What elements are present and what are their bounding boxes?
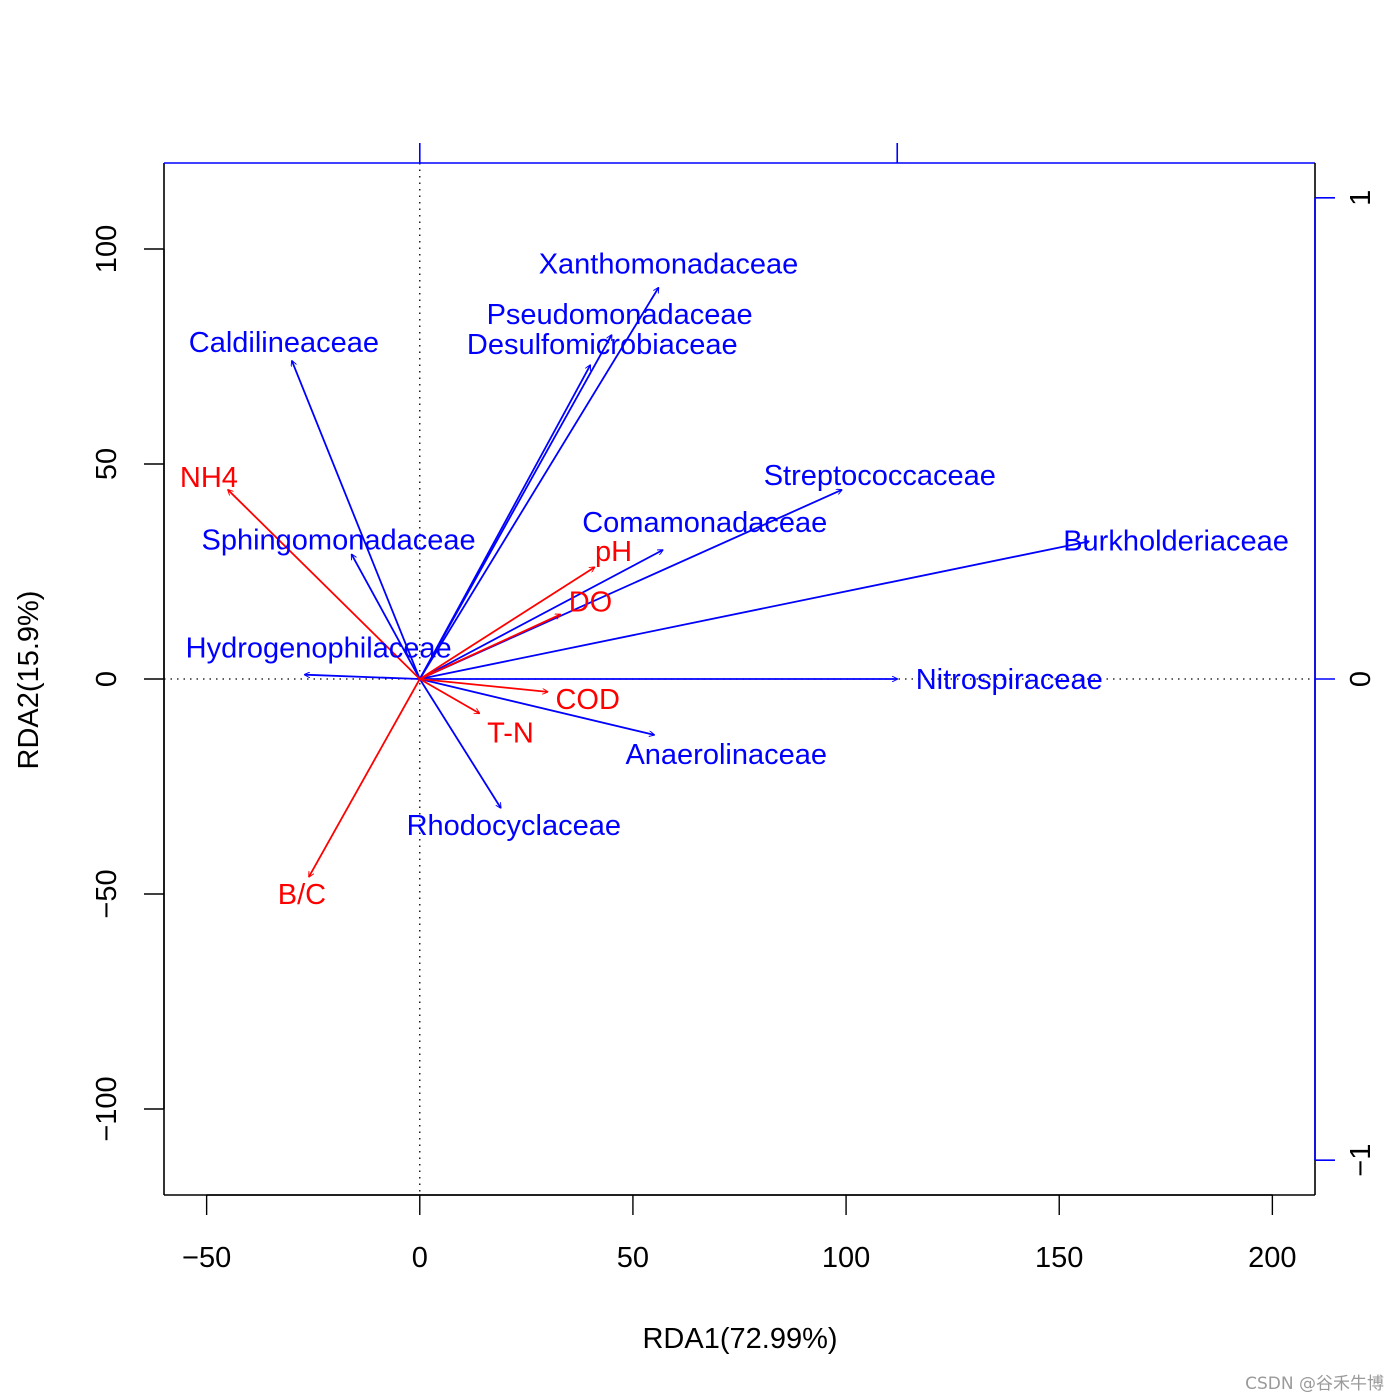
env-arrow-cod	[419, 678, 548, 692]
arrow-labels: Xanthomonadaceae PseudomonadaceaeDesulfom…	[180, 249, 1289, 911]
env-arrow-b-c	[309, 678, 421, 877]
species-label-pseudomonadaceae: Pseudomonadaceae	[487, 299, 753, 331]
species-label-desulfomicrobiaceae: Desulfomicrobiaceae	[467, 329, 738, 361]
env-arrow-do	[419, 615, 561, 680]
species-label-streptococcaceae: Streptococcaceae	[764, 460, 996, 492]
species-label-xanthomonadaceae: Xanthomonadaceae	[539, 249, 799, 281]
species-arrow-sphingomonadaceae	[352, 554, 421, 680]
right-tick-label: 0	[1345, 671, 1377, 687]
x-tick-label: 0	[412, 1242, 428, 1274]
species-arrow-rhodocyclaceae	[419, 678, 501, 808]
species-arrow-xanthomonadaceae	[419, 288, 659, 680]
env-label-nh4: NH4	[180, 462, 238, 494]
species-label-caldilineaceae: Caldilineaceae	[189, 327, 379, 359]
right-tick-label: 1	[1345, 190, 1377, 206]
species-label-comamonadaceae: Comamonadaceae	[582, 507, 827, 539]
y-tick-label: 50	[91, 448, 123, 480]
y-tick-label: 0	[91, 671, 123, 687]
env-arrow-t-n	[419, 678, 480, 713]
watermark: CSDN @谷禾牛博	[1245, 1374, 1384, 1394]
x-tick-label: 50	[617, 1242, 649, 1274]
species-arrow-hydrogenophilaceae	[305, 675, 420, 680]
y-tick-label: −100	[91, 1076, 123, 1141]
species-label-nitrospiraceae: Nitrospiraceae	[916, 664, 1103, 696]
y-axis-title: RDA2(15.9%)	[13, 591, 45, 770]
right-tick-label: −1	[1345, 1144, 1377, 1177]
species-arrow-anaerolinaceae	[419, 678, 654, 735]
species-label-anaerolinaceae: Anaerolinaceae	[625, 739, 827, 771]
x-tick-label: 100	[822, 1242, 870, 1274]
species-arrow-burkholderiaceae	[419, 541, 1089, 680]
x-tick-label: 150	[1035, 1242, 1083, 1274]
env-label-ph: pH	[595, 536, 632, 568]
x-tick-label: −50	[182, 1242, 231, 1274]
y-tick-label: −50	[91, 869, 123, 918]
env-label-cod: COD	[555, 684, 619, 716]
env-label-b-c: B/C	[278, 879, 326, 911]
env-label-t-n: T-N	[487, 717, 534, 749]
species-arrow-desulfomicrobiaceae	[418, 365, 591, 680]
env-label-do: DO	[569, 587, 613, 619]
species-label-hydrogenophilaceae: Hydrogenophilaceae	[186, 633, 452, 665]
species-label-burkholderiaceae: Burkholderiaceae	[1063, 525, 1289, 557]
env-arrow-ph	[419, 567, 595, 680]
species-label-rhodocyclaceae: Rhodocyclaceae	[407, 810, 621, 842]
env-arrow-nh4	[228, 490, 421, 680]
x-tick-label: 200	[1248, 1242, 1296, 1274]
y-tick-label: 100	[91, 225, 123, 273]
species-arrow-comamonadaceae	[419, 549, 663, 680]
arrows	[228, 288, 1089, 877]
species-arrow-caldilineaceae	[292, 361, 421, 680]
x-axis-title: RDA1(72.99%)	[642, 1323, 837, 1355]
axes: −50 0 50 100 150 200 −100 −50 0 50 100 1 0 −1	[91, 143, 1377, 1274]
species-label-sphingomonadaceae: Sphingomonadaceae	[202, 524, 476, 556]
